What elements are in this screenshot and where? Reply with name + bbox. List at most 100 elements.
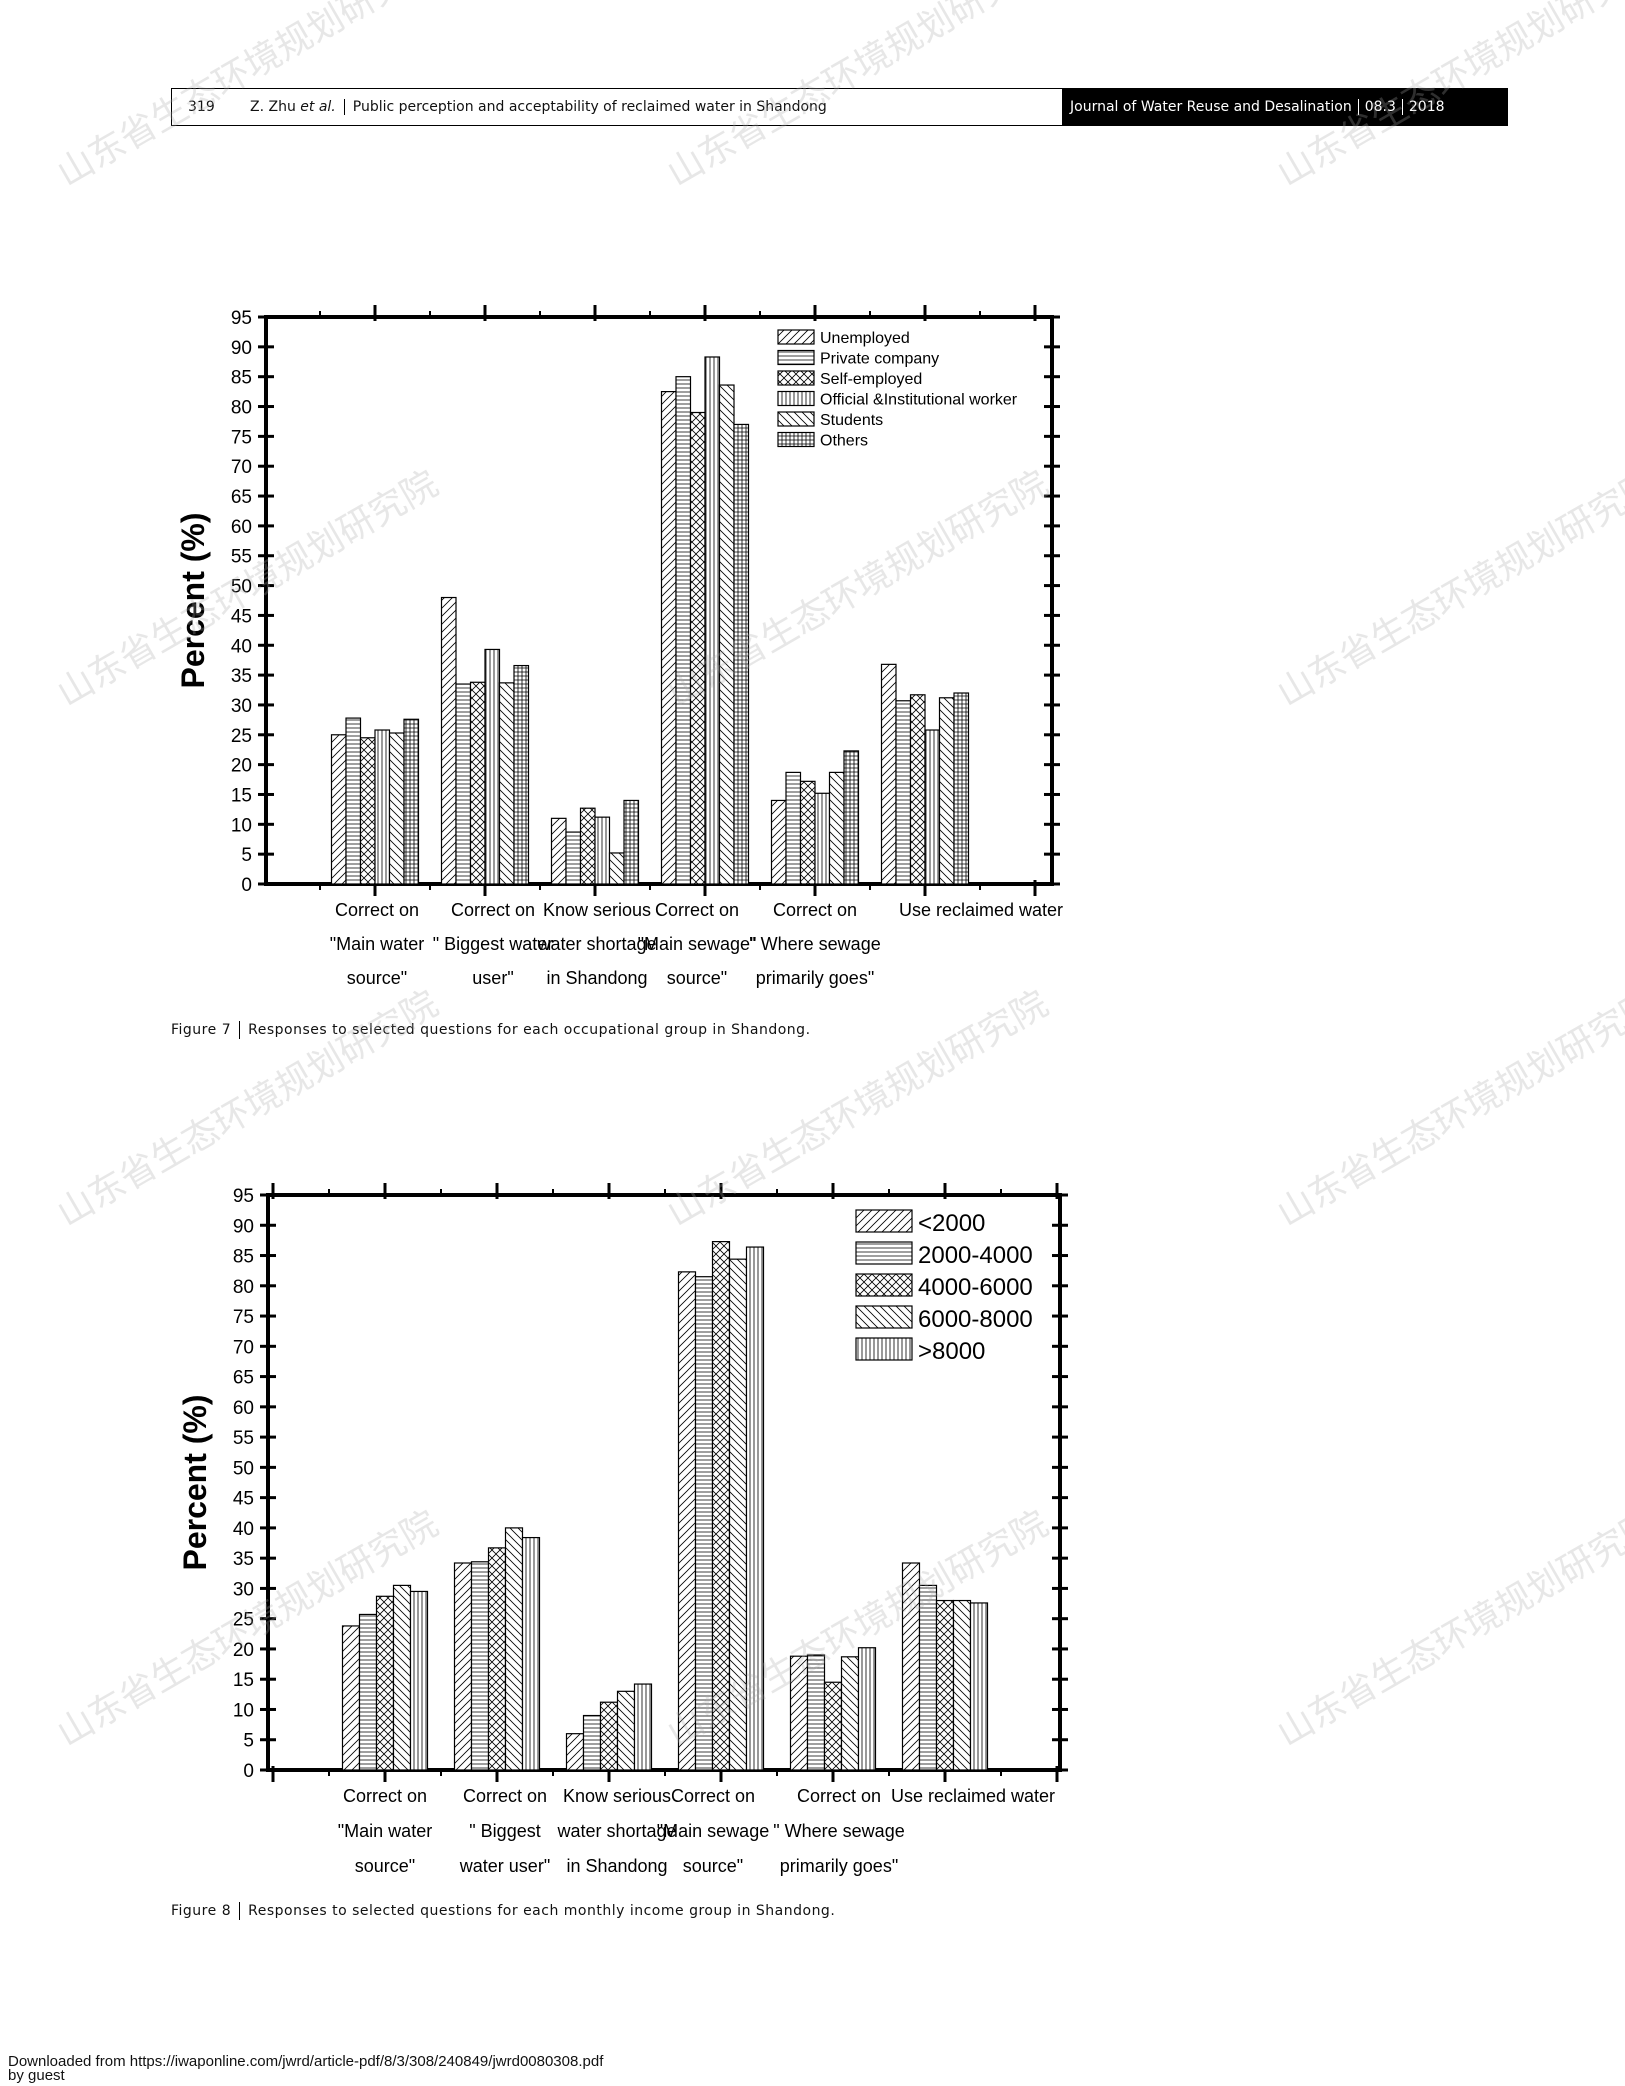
x-category-label: source" [683, 1856, 743, 1876]
y-tick-label: 90 [233, 1216, 254, 1237]
x-category-label: Know serious [543, 900, 651, 920]
legend-swatch [777, 370, 815, 386]
legend-label: Official &Institutional worker [820, 392, 1018, 409]
y-tick-label: 85 [231, 368, 252, 389]
x-category-label: user" [472, 968, 513, 988]
x-category-label: source" [667, 968, 727, 988]
bar [745, 1246, 765, 1771]
bar [799, 780, 816, 885]
bar [599, 1701, 619, 1771]
y-tick-label: 45 [233, 1489, 254, 1510]
y-tick-label: 90 [231, 338, 252, 359]
legend-label: >8000 [918, 1338, 985, 1365]
bar [594, 816, 611, 885]
figure-8-chart: 0 5 10 15 20 25 30 35 40 45 50 55 60 65 70 75 80 85 90 95 Co… [177, 1183, 1068, 1876]
authors-prefix: Z. Zhu [250, 99, 301, 115]
y-tick-label: 95 [233, 1186, 254, 1207]
x-category-label: " Biggest water [433, 934, 553, 954]
legend-swatch [777, 411, 815, 427]
bar [806, 1654, 826, 1771]
x-category-label: " Where sewage [773, 1821, 904, 1841]
bar [455, 683, 472, 885]
figure-7-chart: 0 5 10 15 20 25 30 35 40 45 50 55 60 65 70 75 80 85 90 95 Co… [175, 305, 1063, 988]
bar [521, 1536, 541, 1771]
figure-8-label: Figure 8 [171, 1903, 232, 1919]
y-tick-label: 15 [233, 1670, 254, 1691]
y-tick-label: 10 [233, 1700, 254, 1721]
bar [487, 1547, 507, 1771]
legend-swatch [855, 1305, 913, 1329]
x-category-label: Use reclaimed water [891, 1786, 1055, 1806]
bar [938, 697, 955, 885]
bar [689, 411, 706, 885]
bar [582, 1714, 602, 1771]
bar [901, 1562, 921, 1771]
y-tick-label: 0 [241, 875, 252, 896]
x-category-label: Correct on [463, 1786, 547, 1806]
bar [909, 694, 926, 885]
x-category-label: in Shandong [546, 968, 647, 988]
y-axis-label: Percent (%) [175, 512, 211, 688]
bar [392, 1584, 412, 1771]
bar [704, 356, 721, 885]
y-tick-label: 60 [231, 517, 252, 538]
bar [470, 1561, 490, 1771]
y-tick-label: 30 [231, 696, 252, 717]
legend-swatch [855, 1209, 913, 1233]
journal-year: 2018 [1408, 99, 1445, 115]
journal-name: Journal of Water Reuse and Desalination [1062, 99, 1359, 115]
legend-label: Students [820, 412, 883, 429]
bar [840, 1656, 860, 1771]
bar [608, 852, 625, 885]
bar [359, 737, 376, 885]
y-tick-label: 10 [231, 815, 252, 836]
bar [785, 771, 802, 885]
y-tick-label: 5 [241, 845, 252, 866]
y-tick-label: 25 [233, 1610, 254, 1631]
legend-label: Private company [820, 351, 939, 368]
bar [633, 1683, 653, 1771]
figure-7-caption-text: Responses to selected questions for each… [248, 1022, 811, 1038]
y-tick-label: 55 [233, 1428, 254, 1449]
bar [823, 1681, 843, 1771]
bar [484, 648, 501, 885]
bar [330, 734, 347, 885]
journal-banner: Journal of Water Reuse and Desalination … [1062, 89, 1507, 125]
bar [345, 717, 362, 885]
bar [498, 682, 515, 885]
legend-swatch [777, 329, 815, 345]
bar [924, 729, 941, 885]
x-category-label: "Main water [330, 934, 424, 954]
legend-swatch [777, 431, 815, 448]
y-tick-label: 60 [233, 1398, 254, 1419]
x-category-label: primarily goes" [780, 1856, 898, 1876]
y-tick-label: 95 [231, 308, 252, 329]
bar [616, 1690, 636, 1771]
y-tick-label: 65 [231, 487, 252, 508]
bar [880, 663, 897, 885]
bar [375, 1595, 395, 1771]
x-category-label: Correct on [797, 1786, 881, 1806]
x-category-label: "Main water [338, 1821, 432, 1841]
x-category-label: Know serious [563, 1786, 671, 1806]
bar [770, 799, 787, 885]
x-category-label: water shortage [536, 934, 656, 954]
plot-frame [264, 315, 1054, 886]
x-category-label: "Main sewage [657, 1821, 769, 1841]
bar [718, 384, 735, 885]
x-category-label: Correct on [451, 900, 535, 920]
y-tick-label: 40 [233, 1519, 254, 1540]
legend-swatch [855, 1273, 913, 1297]
bar [409, 1590, 429, 1771]
watermark: 山东省生态环境规划研究院 [1270, 1503, 1625, 1755]
download-footer: Downloaded from https://iwaponline.com/j… [8, 2054, 603, 2083]
bar [374, 729, 391, 885]
bar [952, 1599, 972, 1771]
y-axis-label: Percent (%) [177, 1394, 213, 1570]
y-tick-label: 80 [231, 398, 252, 419]
authors-etal: et al. [300, 99, 336, 115]
y-tick-label: 85 [233, 1247, 254, 1268]
y-tick-label: 80 [233, 1277, 254, 1298]
bar [453, 1562, 473, 1771]
legend-label: Unemployed [820, 330, 910, 347]
